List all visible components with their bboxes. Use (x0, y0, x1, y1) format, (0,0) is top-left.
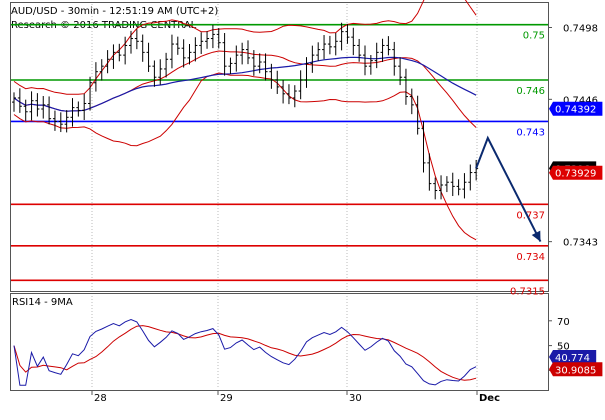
x-tick-label: 28 (94, 393, 107, 404)
level-label: 0.743 (516, 127, 545, 138)
level-label: 0.734 (516, 252, 545, 263)
bollinger-middle-line (13, 50, 477, 128)
x-tick-label: 29 (220, 393, 233, 404)
rsi-tag-rsi_ma-bg (549, 362, 603, 377)
x-tick-label: Dec (479, 393, 500, 404)
level-label: 0.75 (523, 31, 545, 42)
rsi-tag-rsi: 40.774 (555, 353, 590, 364)
rsi-y-tick-label: 50 (557, 342, 570, 353)
levels-layer: 0.75 0.746 0.743 0.737 0.734 0.7315 (11, 23, 548, 297)
price-tag-low: 0.73929 (555, 169, 596, 180)
rsi-line (13, 318, 477, 386)
rsi-layer (13, 318, 477, 386)
y-tick-label: 0.7498 (563, 23, 598, 34)
forecast-arrow-line (475, 135, 542, 243)
rsi-title: RSI14 - 9MA (12, 297, 73, 308)
x-tick-label: 30 (349, 393, 362, 404)
bollinger-lower-line (13, 72, 477, 241)
forecast-arrow-head (531, 230, 541, 242)
grid-layer (91, 4, 478, 389)
price-tag-low-bg (549, 165, 603, 180)
rsi-tag-rsi-bg (549, 350, 597, 365)
bollinger-layer (13, 0, 477, 241)
bollinger-upper-line (13, 0, 477, 95)
y-tick-label: 0.7343 (563, 238, 598, 249)
moving-average-line (13, 56, 477, 112)
rsi-panel-frame (10, 293, 549, 391)
rsi-tag-rsi_ma: 30.9085 (555, 365, 596, 376)
level-label: 0.7315 (510, 286, 545, 297)
chart-title: AUD/USD - 30min - 12:51:19 AM (UTC+2) (11, 6, 218, 17)
price-tag-ma: 0.74392 (555, 105, 596, 116)
forecast-layer (475, 135, 542, 243)
rsi-y-tick-label: 70 (557, 317, 570, 328)
level-label: 0.737 (516, 210, 545, 221)
level-label: 0.746 (516, 86, 545, 97)
rsi-ma-line (13, 325, 477, 381)
price-panel-frame (10, 2, 549, 292)
price-tag-ma-bg (549, 101, 603, 116)
y-tick-label: 0.7446 (563, 95, 598, 106)
